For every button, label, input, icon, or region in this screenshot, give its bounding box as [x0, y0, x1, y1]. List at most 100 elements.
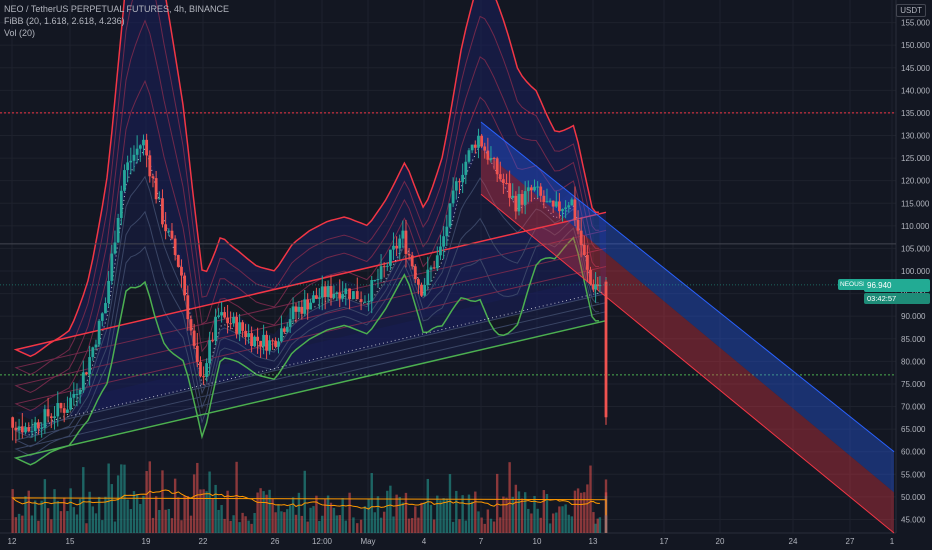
candle-body [467, 150, 471, 162]
candle-body [445, 226, 449, 237]
candle-body [442, 236, 446, 247]
volume-bar [288, 505, 292, 533]
candle-body [473, 144, 477, 148]
volume-bar [323, 499, 327, 533]
y-tick-label: 120.000 [901, 177, 930, 186]
volume-bar [297, 492, 301, 533]
fib-band-lower-outer [13, 236, 607, 466]
volume-bar [161, 470, 164, 533]
volume-bar [502, 496, 505, 533]
candle-body [132, 154, 136, 161]
volume-bar [286, 509, 289, 533]
candle-body [148, 155, 152, 177]
volume-bar [164, 509, 167, 533]
candle-body [348, 288, 351, 300]
candle-body [66, 409, 69, 413]
y-tick-label: 80.000 [901, 357, 926, 366]
volume-bar [348, 492, 351, 533]
candle-body [320, 286, 324, 298]
volume-bar [318, 520, 321, 533]
candle-body [145, 139, 149, 156]
volume-bar [326, 495, 330, 533]
volume-bar [280, 511, 283, 533]
y-tick-label: 50.000 [901, 493, 926, 502]
candle-body [439, 246, 442, 256]
candle-body [265, 334, 268, 351]
candle-body [37, 422, 40, 429]
candle-body [211, 340, 214, 342]
volume-bar [259, 488, 262, 533]
volume-bar [474, 491, 477, 533]
candle-body [88, 357, 92, 375]
candle-body [426, 269, 430, 285]
candle-body [151, 176, 155, 179]
candle-body [480, 135, 484, 147]
volume-bar [82, 467, 85, 533]
candle-body [142, 139, 145, 146]
volume-bar [309, 507, 312, 533]
candle-body [300, 306, 304, 314]
candle-body [533, 186, 536, 191]
volume-bar [395, 494, 398, 533]
candle-body [508, 183, 512, 198]
volume-bar [14, 517, 18, 533]
volume-bar [315, 495, 318, 533]
candle-body [256, 336, 259, 341]
candle-body [235, 317, 238, 334]
candle-body [53, 416, 56, 419]
volume-bar [489, 518, 493, 533]
currency-badge[interactable]: USDT [896, 4, 926, 17]
candle-body [477, 135, 480, 148]
candle-body [208, 340, 211, 364]
volume-bar [470, 501, 474, 533]
candle-body [157, 198, 161, 200]
volume-bar [303, 470, 306, 533]
volume-bar [192, 474, 196, 533]
candle-body [170, 230, 174, 239]
candle-body [277, 341, 280, 347]
candle-body [548, 200, 552, 202]
volume-bar [148, 461, 151, 533]
x-tick-label: 15 [66, 537, 75, 546]
candle-body [232, 317, 235, 324]
candle-body [483, 146, 487, 151]
candle-body [282, 328, 286, 332]
volume-bar [382, 511, 386, 533]
volume-bar [586, 484, 589, 533]
volume-bar [329, 502, 333, 533]
candle-body [315, 295, 318, 299]
volume-bar [244, 516, 247, 533]
volume-bar [158, 509, 161, 533]
volume-bar [123, 464, 126, 533]
volume-bar [561, 506, 564, 533]
volume-bar [401, 502, 405, 533]
candle-body [598, 284, 602, 287]
candle-body [164, 224, 168, 232]
last-price-tag: 96.940 03:42:57 [864, 278, 930, 304]
volume-bar [291, 497, 295, 533]
volume-bar [511, 496, 514, 533]
volume-bar [72, 507, 75, 533]
volume-bar [170, 518, 174, 533]
volume-bar [11, 489, 14, 533]
volume-bar [126, 499, 129, 533]
candle-body [604, 281, 608, 418]
candle-body [126, 162, 130, 171]
candle-body [417, 279, 420, 285]
volume-bar [151, 517, 155, 533]
volume-bar [467, 494, 471, 533]
candle-body [110, 253, 114, 281]
candle-body [429, 267, 433, 270]
volume-bar [69, 488, 72, 533]
volume-bar [370, 473, 373, 533]
volume-bar [404, 492, 408, 533]
volume-bar [189, 515, 193, 533]
candle-body [78, 389, 82, 395]
x-tick-label: 10 [533, 537, 542, 546]
volume-bar [514, 484, 518, 533]
volume-bar [43, 479, 47, 533]
candle-body [138, 145, 142, 149]
candle-body [11, 417, 15, 428]
volume-bar [598, 517, 602, 533]
